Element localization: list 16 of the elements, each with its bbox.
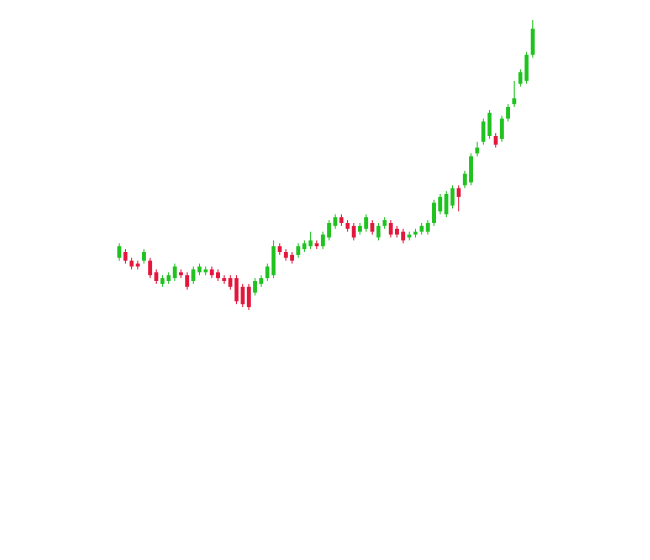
candlestick <box>469 152 473 186</box>
candlestick <box>246 283 251 310</box>
candlestick <box>487 109 492 140</box>
candlestick <box>283 248 288 262</box>
candlestick <box>327 219 332 241</box>
candlestick <box>481 118 486 146</box>
candlestick <box>512 80 517 108</box>
candlestick <box>456 184 461 212</box>
candlestick <box>290 251 295 265</box>
candlestick <box>271 239 276 279</box>
candlestick <box>444 190 449 218</box>
candlestick <box>240 283 245 308</box>
candlestick <box>357 222 362 236</box>
candlestick <box>216 268 220 282</box>
candlestick <box>432 199 436 227</box>
candlestick <box>148 257 153 279</box>
